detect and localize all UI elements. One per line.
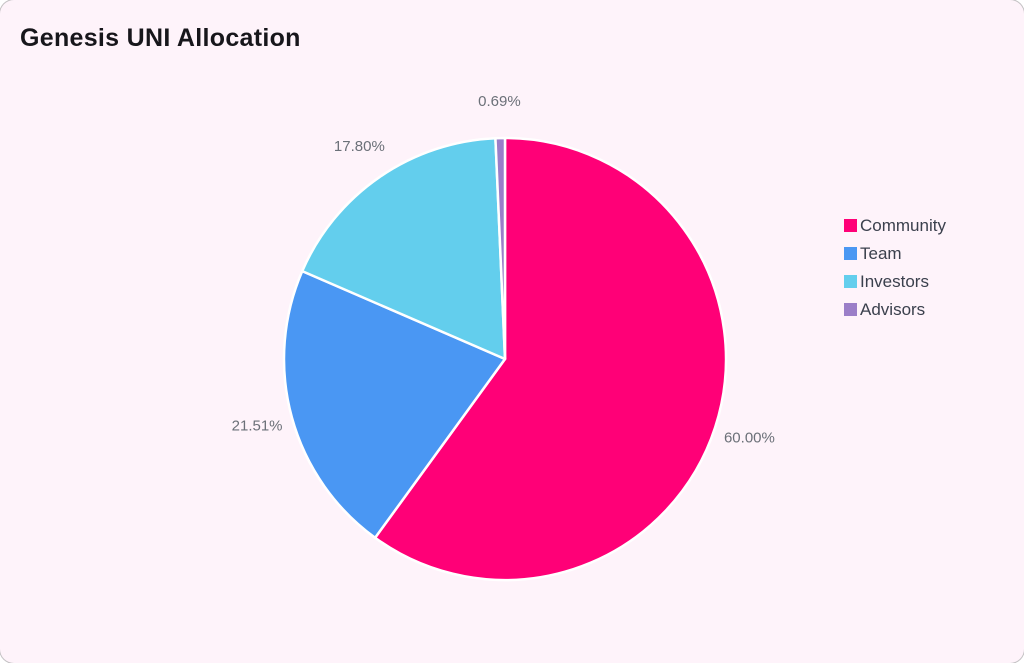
legend: Community Team Investors Advisors — [844, 217, 946, 318]
legend-swatch — [844, 247, 857, 260]
legend-item-advisors[interactable]: Advisors — [844, 301, 946, 318]
slice-label-investors: 17.80% — [334, 138, 385, 155]
chart-title: Genesis UNI Allocation — [20, 24, 301, 52]
legend-item-team[interactable]: Team — [844, 245, 946, 262]
legend-item-investors[interactable]: Investors — [844, 273, 946, 290]
legend-label: Community — [860, 216, 946, 235]
legend-label: Investors — [860, 272, 929, 291]
legend-swatch — [844, 219, 857, 232]
legend-swatch — [844, 275, 857, 288]
slice-label-advisors: 0.69% — [478, 93, 521, 110]
legend-swatch — [844, 303, 857, 316]
legend-item-community[interactable]: Community — [844, 217, 946, 234]
pie-slice-community[interactable] — [373, 136, 728, 582]
pie-slice-advisors[interactable] — [494, 136, 507, 361]
slice-label-community: 60.00% — [724, 429, 775, 446]
pie-slice-team[interactable] — [282, 269, 507, 540]
legend-label: Advisors — [860, 300, 926, 319]
slice-label-team: 21.51% — [232, 418, 283, 435]
pie-slice-investors[interactable] — [300, 136, 507, 361]
legend-label: Team — [860, 244, 902, 263]
